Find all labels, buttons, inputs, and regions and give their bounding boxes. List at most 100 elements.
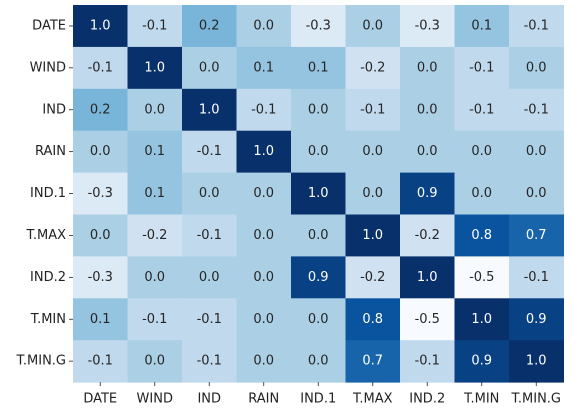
heatmap-cell-T.MAX-T.MAX [345, 214, 401, 257]
x-tick-label-T.MIN.G: T.MIN.G [510, 392, 561, 407]
heatmap-cell-T.MIN-DATE [73, 298, 128, 341]
heatmap-cell-IND.1-T.MAX [345, 172, 401, 215]
x-tick-label-DATE: DATE [83, 392, 117, 407]
cell-value-IND.2-T.MIN: -0.5 [469, 270, 494, 285]
heatmap-cell-DATE-T.MIN [454, 5, 510, 48]
cell-value-IND.2-DATE: -0.3 [88, 270, 113, 285]
heatmap-cell-IND-RAIN [236, 88, 292, 132]
cell-value-IND.2-T.MIN.G: -0.1 [524, 270, 549, 285]
heatmap-cell-DATE-IND [182, 5, 237, 48]
heatmap-cell-DATE-WIND [127, 5, 183, 48]
heatmap-cell-T.MAX-RAIN [236, 214, 292, 257]
heatmap-cell-T.MAX-T.MIN.G [509, 214, 564, 257]
cell-value-IND.2-IND.1: 0.9 [308, 270, 329, 285]
cell-value-IND.2-T.MAX: -0.2 [360, 270, 385, 285]
heatmap-cell-DATE-T.MIN.G [509, 5, 564, 48]
heatmap-cell-IND.2-T.MIN [454, 256, 510, 299]
heatmap-cell-RAIN-T.MIN [454, 130, 510, 174]
cell-value-IND.1-RAIN: 0.0 [253, 186, 274, 201]
heatmap-cell-WIND-T.MAX [345, 46, 401, 90]
y-tick-label-T.MIN: T.MIN [30, 312, 66, 327]
cell-value-T.MAX-T.MAX: 1.0 [362, 228, 383, 243]
cell-value-RAIN-RAIN: 1.0 [253, 144, 274, 159]
cell-value-T.MIN.G-IND: -0.1 [197, 354, 222, 369]
heatmap-cell-DATE-IND.1 [291, 5, 346, 48]
heatmap-cell-T.MIN.G-IND.2 [400, 340, 455, 383]
y-tick-label-WIND: WIND [30, 60, 66, 75]
heatmap-cell-IND.1-DATE [73, 172, 128, 215]
cell-value-IND.1-DATE: -0.3 [88, 186, 113, 201]
cell-value-T.MAX-RAIN: 0.0 [253, 228, 274, 243]
heatmap-cell-WIND-RAIN [236, 46, 292, 90]
cell-value-WIND-IND.1: 0.1 [308, 60, 329, 75]
cell-value-IND.2-IND: 0.0 [199, 270, 220, 285]
heatmap-cell-IND.1-T.MIN.G [509, 172, 564, 215]
heatmap-cell-IND-WIND [127, 88, 183, 132]
heatmap-cell-IND.1-RAIN [236, 172, 292, 215]
cell-value-IND-RAIN: -0.1 [251, 102, 276, 117]
cell-value-T.MIN-RAIN: 0.0 [253, 312, 274, 327]
x-tick-label-T.MAX: T.MAX [352, 392, 393, 407]
heatmap-cell-WIND-T.MIN.G [509, 46, 564, 90]
heatmap-cell-T.MIN.G-IND.1 [291, 340, 346, 383]
heatmap-cell-RAIN-T.MIN.G [509, 130, 564, 174]
cell-value-IND.2-WIND: 0.0 [144, 270, 165, 285]
y-tick-label-IND: IND [42, 102, 66, 117]
heatmap-cell-T.MIN.G-T.MIN [454, 340, 510, 383]
cell-value-RAIN-DATE: 0.0 [90, 144, 111, 159]
cell-value-T.MIN-IND.2: -0.5 [415, 312, 440, 327]
heatmap-cell-T.MAX-IND [182, 214, 237, 257]
heatmap-cell-IND-T.MIN [454, 88, 510, 132]
heatmap-cell-WIND-WIND [127, 46, 183, 90]
cell-value-RAIN-IND.1: 0.0 [308, 144, 329, 159]
cell-value-T.MIN.G-IND.1: 0.0 [308, 354, 329, 369]
cell-value-T.MIN.G-T.MIN.G: 1.0 [526, 354, 547, 369]
x-tick-label-T.MIN: T.MIN [463, 392, 499, 407]
y-tick-label-T.MIN.G: T.MIN.G [15, 354, 66, 369]
y-tick-label-RAIN: RAIN [35, 144, 66, 159]
heatmap-cell-IND-DATE [73, 88, 128, 132]
cell-value-IND-IND.1: 0.0 [308, 102, 329, 117]
cell-value-T.MIN-T.MIN.G: 0.9 [526, 312, 547, 327]
cell-value-DATE-IND: 0.2 [199, 18, 220, 33]
heatmap-cell-WIND-IND.1 [291, 46, 346, 90]
heatmap-cell-IND-T.MAX [345, 88, 401, 132]
heatmap-cell-IND.1-T.MIN [454, 172, 510, 215]
heatmap-cell-T.MIN-IND.1 [291, 298, 346, 341]
heatmap-cell-IND.2-IND.2 [400, 256, 455, 299]
heatmap-cell-IND.1-IND [182, 172, 237, 215]
cell-value-RAIN-T.MAX: 0.0 [362, 144, 383, 159]
heatmap-cell-T.MIN.G-WIND [127, 340, 183, 383]
cell-value-RAIN-T.MIN.G: 0.0 [526, 144, 547, 159]
cell-value-RAIN-IND: -0.1 [197, 144, 222, 159]
cell-value-DATE-RAIN: 0.0 [253, 18, 274, 33]
heatmap-cell-T.MIN-IND [182, 298, 237, 341]
cell-value-T.MIN.G-T.MIN: 0.9 [471, 354, 492, 369]
heatmap-cell-WIND-DATE [73, 46, 128, 90]
heatmap-cell-DATE-RAIN [236, 5, 292, 48]
heatmap-cell-RAIN-IND.1 [291, 130, 346, 174]
cell-value-DATE-T.MIN.G: -0.1 [524, 18, 549, 33]
cell-value-IND.2-RAIN: 0.0 [253, 270, 274, 285]
y-tick-label-T.MAX: T.MAX [25, 228, 66, 243]
cell-value-T.MIN.G-DATE: -0.1 [88, 354, 113, 369]
heatmap-cell-IND-IND.1 [291, 88, 346, 132]
cell-value-IND-IND.2: 0.0 [417, 102, 438, 117]
y-tick-label-IND.2: IND.2 [30, 270, 66, 285]
cell-value-T.MAX-T.MIN.G: 0.7 [526, 228, 547, 243]
cell-value-labels: 1.0 -0.1 0.2 0.0 -0.3 0.0 -0.3 0.1 -0.1 -0.1 1.0 0.… [88, 18, 549, 368]
cell-value-WIND-RAIN: 0.1 [253, 60, 274, 75]
heatmap-cell-IND-IND [182, 88, 237, 132]
heatmap-cell-RAIN-IND.2 [400, 130, 455, 174]
cell-value-IND-T.MIN.G: -0.1 [524, 102, 549, 117]
cell-value-IND-WIND: 0.0 [144, 102, 165, 117]
heatmap-cell-IND.2-RAIN [236, 256, 292, 299]
cell-value-T.MIN.G-RAIN: 0.0 [253, 354, 274, 369]
cell-value-T.MIN-T.MAX: 0.8 [362, 312, 383, 327]
heatmap-cell-T.MAX-DATE [73, 214, 128, 257]
x-tick-label-RAIN: RAIN [248, 392, 279, 407]
heatmap-cell-IND.1-IND.2 [400, 172, 455, 215]
heatmap-cell-T.MIN.G-T.MIN.G [509, 340, 564, 383]
heatmap-cell-RAIN-DATE [73, 130, 128, 174]
